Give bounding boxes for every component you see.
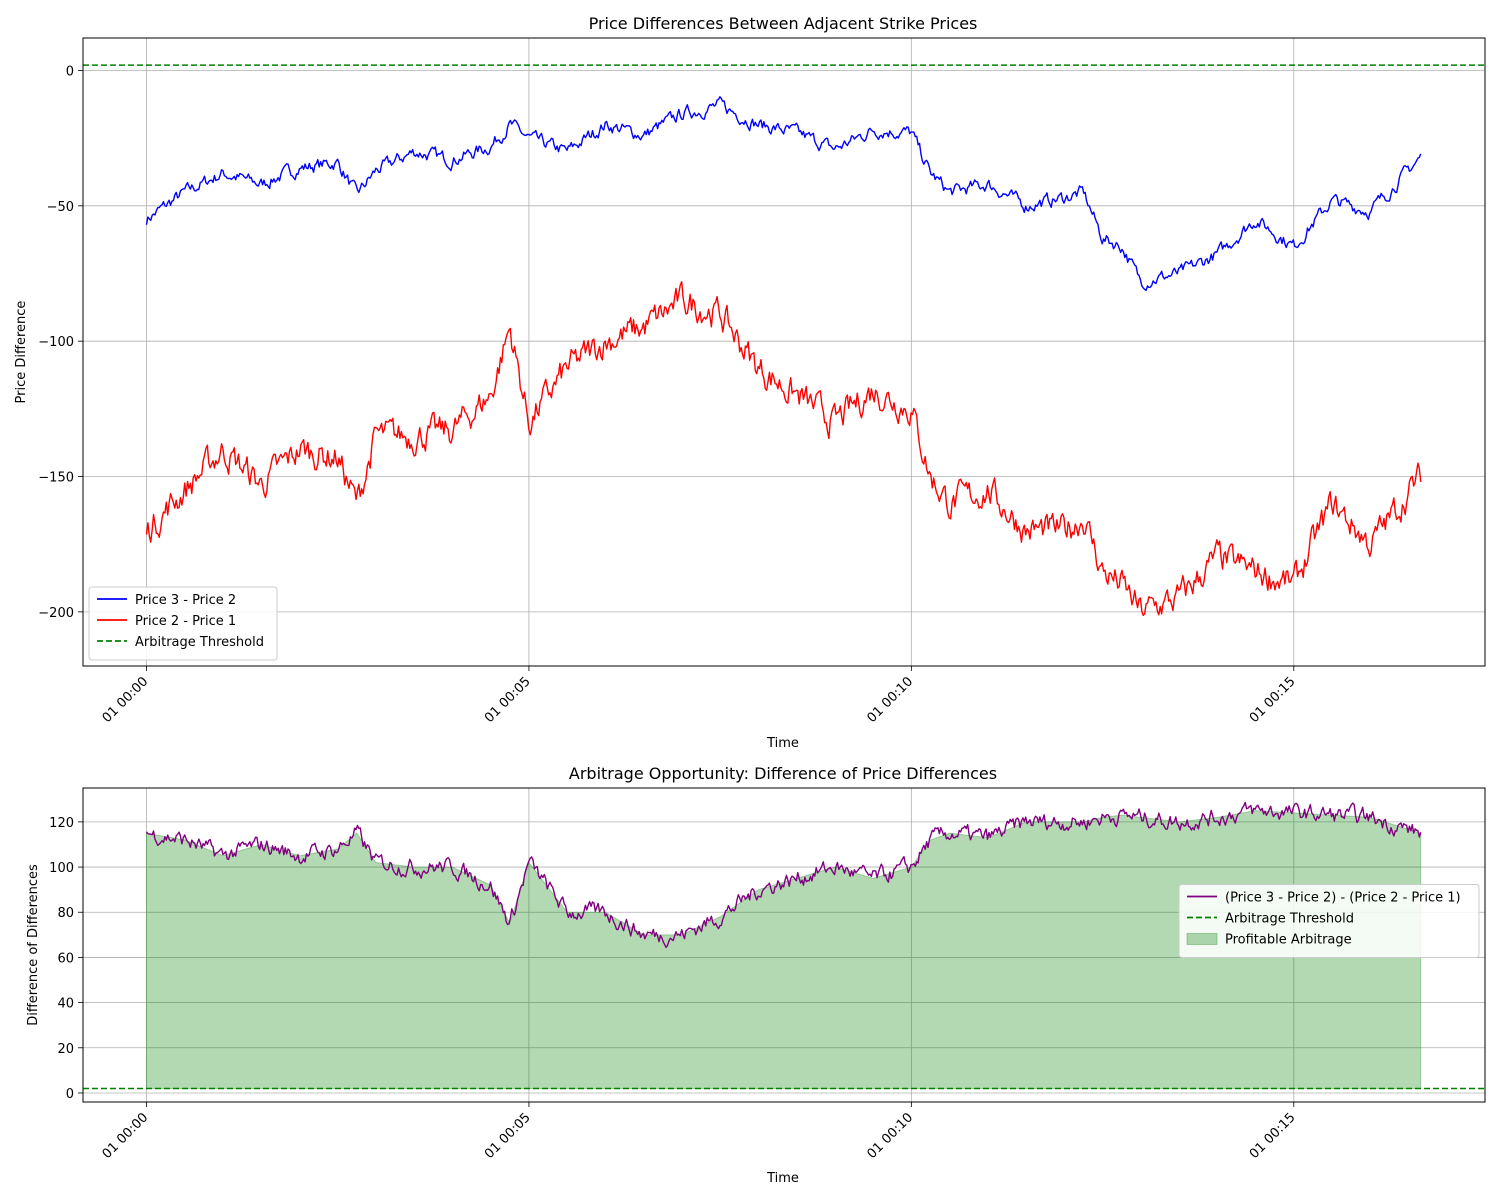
legend-label: Arbitrage Threshold <box>135 635 264 650</box>
y-tick-label: 0 <box>66 64 74 79</box>
x-axis-label: Time <box>766 1171 799 1186</box>
y-axis-label: Difference of Differences <box>26 864 41 1026</box>
x-tick-label: 01 00:00 <box>100 1110 152 1162</box>
legend-label: Arbitrage Threshold <box>1225 912 1354 927</box>
legend-label: Price 2 - Price 1 <box>135 614 236 629</box>
plot-frame <box>82 787 1486 1103</box>
y-tick-label: 60 <box>57 951 74 966</box>
legend-swatch <box>1186 933 1218 945</box>
arbitrage-opportunity-chart: Arbitrage Opportunity: Difference of Pri… <box>26 764 1486 1186</box>
y-tick-label: −100 <box>38 335 74 350</box>
chart-title: Price Differences Between Adjacent Strik… <box>589 14 978 33</box>
legend-box <box>88 586 278 661</box>
chart-title: Arbitrage Opportunity: Difference of Pri… <box>569 764 997 783</box>
x-tick-label: 01 00:05 <box>482 1110 534 1162</box>
y-axis-label: Price Difference <box>14 301 29 404</box>
plot-frame <box>82 37 1486 667</box>
y-tick-label: −200 <box>38 606 74 621</box>
x-tick-label: 01 00:15 <box>1247 1110 1299 1162</box>
y-tick-label: 40 <box>57 997 74 1012</box>
y-tick-label: −50 <box>47 200 74 215</box>
legend-box <box>1178 884 1480 958</box>
series-line-1 <box>145 96 1422 292</box>
price-differences-chart: Price Differences Between Adjacent Strik… <box>14 14 1486 751</box>
series-line-2 <box>145 281 1422 617</box>
x-tick-label: 01 00:15 <box>1247 674 1299 726</box>
legend-label: Profitable Arbitrage <box>1225 933 1352 948</box>
legend: (Price 3 - Price 2) - (Price 2 - Price 1… <box>1178 884 1480 958</box>
y-tick-label: 100 <box>49 861 74 876</box>
x-tick-label: 01 00:00 <box>100 674 152 726</box>
legend: Price 3 - Price 2 Price 2 - Price 1 Arbitr… <box>88 586 278 661</box>
legend-label: (Price 3 - Price 2) - (Price 2 - Price 1… <box>1225 891 1461 906</box>
x-tick-label: 01 00:05 <box>482 674 534 726</box>
x-tick-label: 01 00:10 <box>864 1110 916 1162</box>
y-tick-label: 80 <box>57 906 74 921</box>
y-tick-label: −150 <box>38 471 74 486</box>
x-tick-label: 01 00:10 <box>864 674 916 726</box>
x-axis-label: Time <box>766 736 799 751</box>
y-tick-label: 120 <box>49 816 74 831</box>
y-tick-label: 20 <box>57 1042 74 1057</box>
legend-label: Price 3 - Price 2 <box>135 593 236 608</box>
y-tick-label: 0 <box>66 1087 74 1102</box>
series-line-1 <box>145 801 1422 949</box>
